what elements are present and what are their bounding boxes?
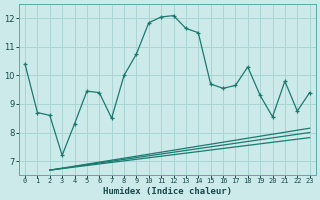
- X-axis label: Humidex (Indice chaleur): Humidex (Indice chaleur): [103, 187, 232, 196]
